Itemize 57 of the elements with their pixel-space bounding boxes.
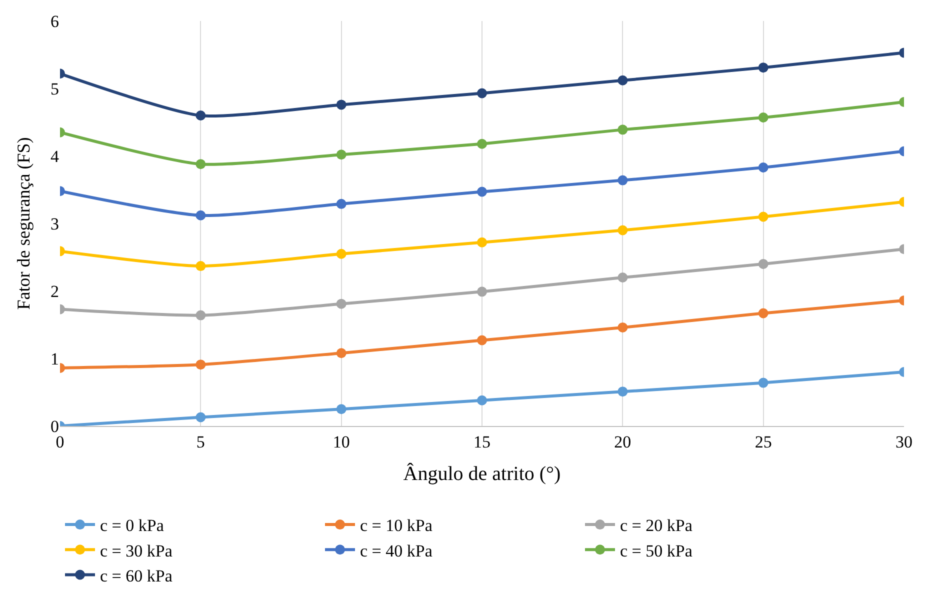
y-axis-title: Fator de segurança (FS) [14,137,34,310]
point [336,348,346,358]
point [758,259,768,269]
point [336,248,346,259]
x-tick-label: 5 [196,432,205,452]
x-tick-label: 25 [754,432,772,452]
point [758,62,768,73]
x-axis-title: Ângulo de atrito (°) [403,462,561,485]
y-tick-label: 1 [50,349,59,368]
y-tick-label: 4 [50,146,60,166]
point [336,100,346,110]
point [336,198,346,209]
point [477,335,487,346]
legend-label: c = 40 kPa [360,541,433,560]
point [477,237,487,248]
point [196,110,206,120]
x-tick-label: 30 [896,432,912,452]
point [477,186,487,197]
point [758,378,768,388]
point [196,159,206,170]
point [758,212,768,222]
point [758,308,768,318]
point [196,360,206,370]
y-tick-label: 3 [50,214,59,234]
point [618,322,628,332]
legend-label: c = 10 kPa [360,516,433,536]
point [477,138,487,149]
y-tick-label: 6 [50,12,59,31]
legend-label: c = 0 kPa [100,516,164,536]
legend-label: c = 30 kPa [100,541,173,560]
point [618,75,628,86]
point [196,310,206,320]
point [758,112,768,123]
y-tick-label: 5 [50,79,59,98]
point [618,225,628,236]
point [477,286,487,297]
legend-label: c = 50 kPa [620,541,693,560]
point [758,162,768,172]
point [618,272,628,282]
legend-label: c = 20 kPa [620,516,693,536]
x-tick-label: 15 [474,432,490,452]
point [618,175,628,186]
point [618,386,628,397]
x-tick-label: 10 [332,432,350,452]
point [336,298,346,309]
point [196,261,206,272]
point [336,150,346,160]
point [477,88,487,98]
y-tick-label: 2 [50,282,59,301]
point [336,404,346,414]
point [618,124,628,135]
point [477,395,487,406]
point [196,210,206,220]
point [196,412,206,422]
legend-label: c = 60 kPa [100,566,173,586]
x-tick-label: 20 [614,432,632,452]
y-tick-label: 0 [50,416,59,436]
